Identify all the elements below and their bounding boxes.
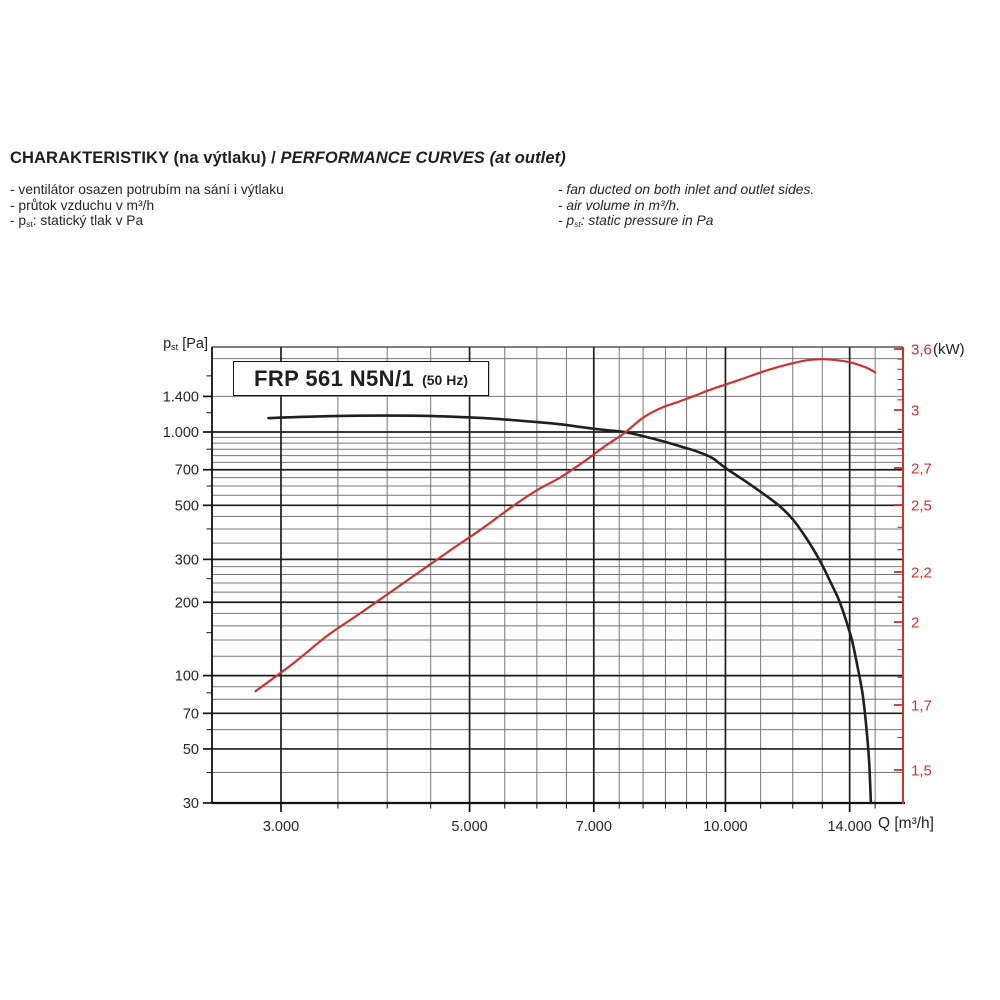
x-tick-label: 14.000 bbox=[827, 819, 871, 835]
x-tick-label: 7.000 bbox=[576, 819, 612, 835]
y-right-tick-label: 1,7 bbox=[911, 698, 932, 715]
y-right-axis-unit-label: (kW) bbox=[933, 341, 965, 358]
y-left-tick-label: 700 bbox=[175, 463, 199, 479]
note-czech-line: - průtok vzduchu v m³/h bbox=[10, 197, 155, 213]
page-heading: CHARAKTERISTIKY (na výtlaku) / PERFORMAN… bbox=[10, 149, 566, 168]
notes-czech: - ventilátor osazen potrubím na sání i v… bbox=[10, 182, 284, 233]
heading-english: PERFORMANCE CURVES (at outlet) bbox=[280, 149, 566, 167]
y-left-tick-label: 50 bbox=[183, 742, 199, 758]
note-czech-line: - ventilátor osazen potrubím na sání i v… bbox=[10, 182, 284, 197]
chart-title-box: FRP 561 N5N/1 (50 Hz) bbox=[233, 361, 489, 396]
y-left-tick-label: 30 bbox=[183, 796, 199, 812]
frequency-label: (50 Hz) bbox=[422, 372, 468, 388]
note-czech-line: - pst: statický tlak v Pa bbox=[10, 213, 144, 230]
y-left-tick-label: 1.400 bbox=[163, 389, 199, 405]
x-tick-label: 10.000 bbox=[703, 819, 747, 835]
x-tick-label: 5.000 bbox=[451, 819, 487, 835]
y-right-tick-label: 2 bbox=[911, 615, 919, 632]
note-english-line: - fan ducted on both inlet and outlet si… bbox=[558, 182, 815, 197]
x-tick-label: 3.000 bbox=[263, 819, 299, 835]
y-left-tick-label: 200 bbox=[175, 595, 199, 611]
heading-czech: CHARAKTERISTIKY (na výtlaku) / bbox=[10, 149, 281, 167]
power-curve bbox=[254, 358, 877, 693]
y-left-tick-label: 70 bbox=[183, 706, 199, 722]
y-right-tick-label: 3 bbox=[911, 403, 919, 420]
y-right-tick-label: 1,5 bbox=[911, 763, 932, 780]
note-english-line: - air volume in m³/h. bbox=[558, 197, 680, 213]
y-right-tick-label: 2,7 bbox=[911, 461, 932, 478]
pressure-curve bbox=[267, 414, 873, 805]
y-left-tick-label: 1.000 bbox=[163, 425, 199, 441]
note-english-line: - pst: static pressure in Pa bbox=[558, 213, 714, 230]
y-left-tick-label: 100 bbox=[175, 669, 199, 685]
y-left-tick-label: 300 bbox=[175, 552, 199, 568]
fan-model-label: FRP 561 N5N/1 bbox=[254, 365, 415, 391]
y-left-axis-label: pst [Pa] bbox=[163, 336, 208, 353]
y-left-tick-label: 500 bbox=[175, 498, 199, 514]
y-right-tick-label: 2,2 bbox=[911, 565, 932, 582]
y-right-tick-label: 3,6 bbox=[911, 342, 932, 359]
notes-english: - fan ducted on both inlet and outlet si… bbox=[558, 182, 814, 233]
x-axis-label: Q [m³/h] bbox=[878, 815, 934, 832]
y-right-tick-label: 2,5 bbox=[911, 498, 932, 515]
